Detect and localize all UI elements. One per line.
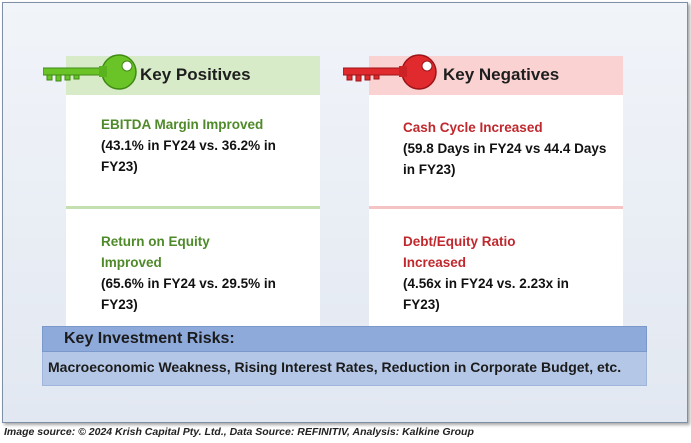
negatives-panel — [369, 95, 623, 326]
negative-item-heading: Debt/Equity Ratio Increased — [403, 234, 516, 270]
positives-divider — [66, 206, 320, 209]
negatives-title: Key Negatives — [443, 65, 560, 84]
negative-item-detail: (4.56x in FY24 vs. 2.23x in FY23) — [403, 276, 569, 312]
positive-item-detail: (43.1% in FY24 vs. 36.2% in FY23) — [101, 138, 276, 174]
positive-item-ebitda: EBITDA Margin Improved (43.1% in FY24 vs… — [101, 114, 306, 177]
positive-item-roe: Return on Equity Improved (65.6% in FY24… — [101, 231, 306, 315]
risks-title: Key Investment Risks: — [64, 330, 235, 347]
positives-title: Key Positives — [140, 65, 251, 84]
negative-item-heading: Cash Cycle Increased — [403, 120, 543, 135]
positive-item-detail: (65.6% in FY24 vs. 29.5% in FY23) — [101, 276, 276, 312]
negative-item-debt-equity: Debt/Equity Ratio Increased (4.56x in FY… — [403, 231, 608, 315]
negative-item-detail: (59.8 Days in FY24 vs 44.4 Days in FY23) — [403, 141, 607, 177]
negative-item-cash-cycle: Cash Cycle Increased (59.8 Days in FY24 … — [403, 117, 608, 180]
positive-item-heading: EBITDA Margin Improved — [101, 117, 264, 132]
positive-item-heading: Return on Equity Improved — [101, 234, 210, 270]
positives-panel — [66, 95, 320, 326]
risks-text: Macroeconomic Weakness, Rising Interest … — [48, 359, 622, 375]
negatives-divider — [369, 206, 623, 209]
positives-header: Key Positives — [66, 56, 320, 95]
risks-body: Macroeconomic Weakness, Rising Interest … — [42, 352, 647, 386]
green-key-icon — [43, 54, 137, 90]
red-key-icon — [343, 54, 437, 90]
risks-header: Key Investment Risks: — [42, 326, 647, 352]
image-source-caption: Image source: © 2024 Krish Capital Pty. … — [4, 426, 474, 438]
